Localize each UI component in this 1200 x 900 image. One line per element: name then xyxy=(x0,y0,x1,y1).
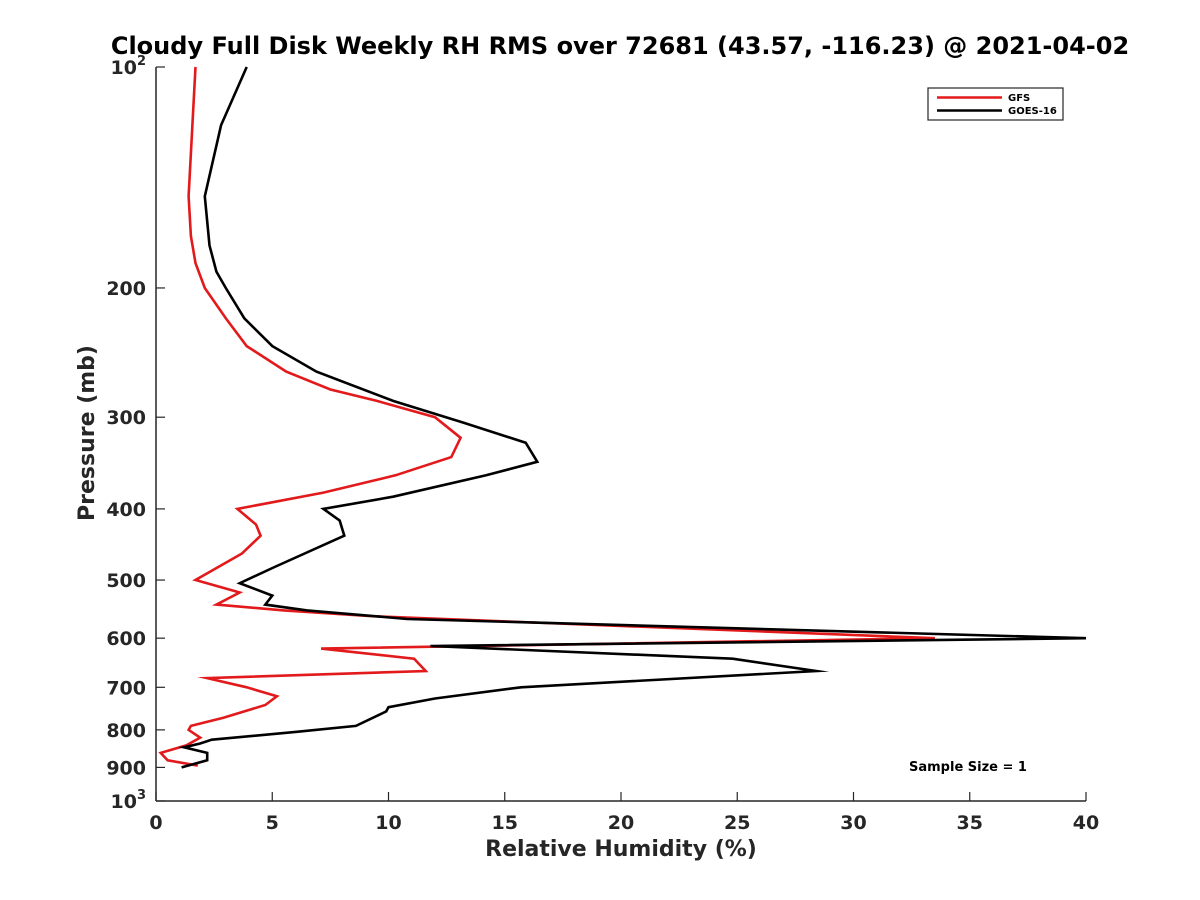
y-tick-label: 600 xyxy=(106,628,146,650)
chart-title: Cloudy Full Disk Weekly RH RMS over 7268… xyxy=(111,32,1129,60)
x-tick-label: 35 xyxy=(957,812,983,834)
y-tick-label: 102 xyxy=(111,54,147,79)
series-line-goes-16 xyxy=(178,66,1087,769)
x-tick-label: 25 xyxy=(724,812,750,834)
series-layer xyxy=(158,66,1087,769)
x-tick-label: 40 xyxy=(1073,812,1099,834)
y-tick-label: 900 xyxy=(106,757,146,779)
y-tick-label: 300 xyxy=(106,407,146,429)
legend-box xyxy=(927,87,1064,121)
x-axis-label: Relative Humidity (%) xyxy=(485,837,757,862)
y-tick-label: 103 xyxy=(111,788,147,813)
y-tick-label: 800 xyxy=(106,720,146,742)
y-tick-label: 500 xyxy=(106,570,146,592)
x-tick-label: 0 xyxy=(149,812,162,834)
x-axis-ticks: 0 5 10 15 20 25 30 35 40 xyxy=(149,792,1099,834)
legend: GFS GOES-16 xyxy=(927,87,1064,121)
y-tick-label: 700 xyxy=(106,677,146,699)
x-tick-label: 10 xyxy=(375,812,401,834)
y-axis-ticks: 102 200 300 400 500 600 700 800 900 103 xyxy=(106,54,165,813)
y-tick-label: 400 xyxy=(106,499,146,521)
legend-label-gfs: GFS xyxy=(1008,93,1030,104)
x-tick-label: 30 xyxy=(840,812,866,834)
x-tick-label: 20 xyxy=(608,812,634,834)
y-tick-label: 200 xyxy=(106,278,146,300)
plot-frame xyxy=(155,67,1086,802)
x-tick-label: 5 xyxy=(266,812,279,834)
series-line-gfs xyxy=(158,66,935,767)
sample-size-annotation: Sample Size = 1 xyxy=(909,760,1027,775)
legend-label-goes-16: GOES-16 xyxy=(1008,106,1057,117)
y-axis-label: Pressure (mb) xyxy=(75,345,100,521)
x-tick-label: 15 xyxy=(492,812,518,834)
